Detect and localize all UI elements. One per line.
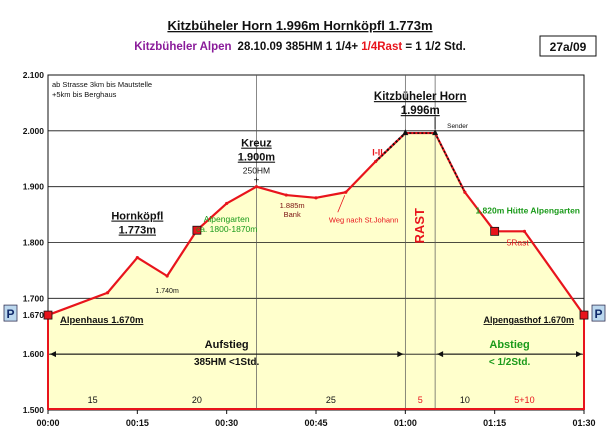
x-tick-label: 00:00 (36, 418, 59, 428)
kreuz-hm: 250HM (243, 166, 270, 176)
y-tick-label: 1.700 (23, 293, 45, 303)
profile-point (254, 185, 259, 189)
profile-fill (48, 133, 584, 411)
hornkoepfl-altitude: 1.773m (119, 225, 157, 237)
start-note-1: ab Strasse 3km bis Mautstelle (52, 80, 152, 89)
segment-minutes: 5+10 (514, 395, 534, 405)
profile-point (225, 201, 229, 206)
parking-box (591, 304, 606, 322)
rast-label: RAST (412, 208, 427, 243)
difficult-segment (374, 132, 407, 163)
summit-altitude: 1.996m (401, 105, 440, 117)
kreuz-altitude: 1.900m (238, 152, 276, 164)
y-tick-label: 1.500 (23, 405, 45, 415)
parking-label: P (594, 307, 602, 321)
profile-point (493, 229, 497, 233)
weg-arrow (337, 195, 346, 213)
kreuz-cross: + (254, 176, 260, 187)
ascent-arrow-head-right (397, 351, 404, 358)
descent-detail: < 1/2Std. (489, 357, 531, 368)
rast5-label: 5Rast (507, 237, 530, 247)
bank-altitude: 1.885m (280, 201, 305, 210)
kreuz-name: Kreuz (241, 138, 272, 150)
descent-label: Abstieg (489, 339, 529, 351)
y-tick-label: 2.100 (23, 70, 45, 80)
low-point-label: 1.740m (155, 288, 179, 295)
start-name: Alpenhaus 1.670m (60, 315, 143, 326)
badge-box (539, 35, 597, 57)
profile-point (284, 193, 288, 197)
profile-point (314, 196, 318, 200)
hornkoepfl-name: Hornköpfl (111, 211, 163, 223)
profile-point (463, 190, 467, 194)
sender-triangle (432, 129, 439, 136)
profile-point (195, 228, 199, 232)
segment-minutes: 15 (88, 395, 98, 405)
x-tick-label: 00:45 (304, 418, 327, 428)
y-tick-label: 1.600 (23, 349, 45, 359)
ascent-detail: 385HM <1Std. (194, 357, 260, 368)
segment-minutes: 10 (460, 395, 470, 405)
x-tick-label: 00:15 (126, 418, 149, 428)
descent-arrow-head-right (576, 351, 582, 358)
y-tick-label: 1.900 (23, 182, 45, 192)
profile-point (46, 313, 50, 317)
y-start-label: 1.670 (23, 310, 45, 320)
subtitle-rast: 1/4Rast (361, 41, 402, 53)
segment-minutes: 20 (192, 395, 202, 405)
descent-arrow-head-left (437, 351, 444, 358)
profile-point (135, 255, 139, 260)
segment-minutes: 25 (326, 395, 336, 405)
summit-triangle (402, 129, 409, 136)
ascent-arrow-head-left (50, 351, 56, 358)
parking-label: P (6, 307, 14, 321)
weg-label: Weg nach St.Johann (329, 215, 399, 224)
subtitle-region: Kitzbüheler Alpen (134, 41, 231, 53)
profile-point (105, 291, 110, 295)
bank-label: Bank (284, 210, 301, 219)
alpengarten-label: Alpengarten (204, 214, 250, 224)
x-tick-label: 01:15 (483, 418, 506, 428)
summit-name: Kitzbüheler Horn (374, 91, 467, 103)
x-tick-label: 01:00 (394, 418, 417, 428)
ascent-label: Aufstieg (205, 339, 249, 351)
sender-label: Sender (447, 123, 469, 130)
y-tick-label: 2.000 (23, 126, 45, 136)
subtitle-details: 28.10.09 385HM 1 1/4+ (238, 41, 362, 53)
x-tick-label: 00:30 (215, 418, 238, 428)
profile-point (344, 190, 348, 194)
x-tick-label: 01:30 (572, 418, 595, 428)
profile-point (373, 159, 378, 164)
profile-point (522, 229, 527, 233)
subtitle-total: = 1 1/2 Std. (402, 41, 466, 53)
plot-area: 1.500 1.600 1.700 1.800 1.900 2.000 2.100 1.670… (3, 70, 606, 428)
difficulty-label: I-II (372, 148, 383, 158)
y-tick-label: 1.800 (23, 238, 45, 248)
end-name: Alpengasthof 1.670m (483, 315, 574, 325)
profile-point (165, 274, 169, 278)
subtitle: Kitzbüheler Alpen 28.10.09 385HM 1 1/4+ 1… (134, 41, 466, 53)
parking-box (3, 304, 18, 322)
segment-minutes: 5 (418, 395, 423, 405)
huette-label: 1.820m Hütte Alpengarten (475, 205, 580, 215)
profile-point (582, 313, 586, 317)
start-note-2: +5km bis Berghaus (52, 90, 117, 99)
descent-dashes (434, 132, 466, 193)
chart-title: Kitzbüheler Horn 1.996m Hornköpfl 1.773m (167, 18, 432, 33)
badge: 27a/09 (550, 40, 587, 54)
alpengarten-range: ca. 1800-1870m (196, 224, 257, 234)
